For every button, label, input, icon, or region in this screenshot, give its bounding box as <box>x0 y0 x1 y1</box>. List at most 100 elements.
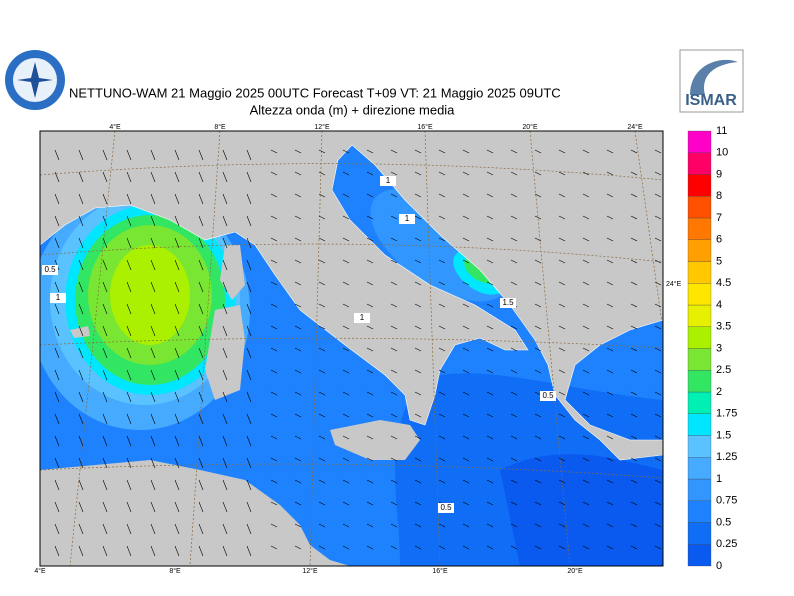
direction-arrow <box>366 259 374 264</box>
direction-arrow <box>318 193 326 198</box>
direction-arrow <box>174 457 180 469</box>
direction-arrow <box>486 369 494 374</box>
direction-arrow <box>198 303 204 315</box>
contour-label-bg <box>500 298 516 308</box>
direction-arrow <box>654 215 662 220</box>
direction-arrow <box>630 281 638 286</box>
direction-arrow <box>534 545 542 550</box>
direction-arrow <box>78 479 84 491</box>
direction-arrow <box>534 215 542 220</box>
direction-arrow <box>126 149 132 161</box>
direction-arrow <box>150 303 156 315</box>
legend-label: 0.75 <box>716 495 737 507</box>
direction-arrow <box>102 435 108 447</box>
direction-arrow <box>654 457 662 462</box>
graticule <box>40 131 663 566</box>
direction-arrow <box>366 193 374 198</box>
direction-arrow <box>462 325 470 330</box>
direction-arrow <box>102 259 108 271</box>
direction-arrow <box>582 479 590 484</box>
direction-arrow <box>270 435 278 440</box>
direction-arrow <box>630 435 638 440</box>
direction-arrow <box>510 369 518 374</box>
direction-arrow <box>198 369 204 381</box>
direction-arrow <box>582 369 590 374</box>
direction-arrow <box>558 281 566 286</box>
legend-label: 4.5 <box>716 277 731 289</box>
direction-arrow <box>606 325 614 330</box>
direction-arrow <box>294 523 302 528</box>
direction-arrow <box>246 303 252 315</box>
direction-arrow <box>606 523 614 528</box>
direction-arrow <box>630 457 638 462</box>
direction-arrow <box>486 457 494 462</box>
direction-arrow <box>366 369 374 374</box>
direction-arrow <box>654 259 662 264</box>
direction-arrow <box>414 303 422 308</box>
map <box>40 131 663 566</box>
direction-arrow <box>174 479 180 491</box>
direction-arrow <box>198 501 204 513</box>
direction-arrow <box>318 479 326 484</box>
top-lon-label: 20°E <box>522 123 538 131</box>
direction-arrow <box>486 435 494 440</box>
contour-label-bg <box>42 265 58 275</box>
direction-arrow <box>390 369 398 374</box>
direction-arrow <box>630 545 638 550</box>
direction-arrow <box>198 435 204 447</box>
direction-arrow <box>438 303 446 308</box>
direction-arrow <box>654 237 662 242</box>
direction-arrow <box>630 237 638 242</box>
direction-arrow <box>126 347 132 359</box>
direction-arrow <box>510 523 518 528</box>
direction-arrow <box>414 281 422 286</box>
direction-arrow <box>246 545 252 557</box>
direction-arrow <box>390 435 398 440</box>
direction-arrow <box>630 171 638 176</box>
direction-arrow <box>54 479 60 491</box>
direction-arrow <box>78 413 84 425</box>
direction-arrow <box>630 391 638 396</box>
direction-arrow <box>222 545 228 557</box>
direction-arrow <box>654 501 662 506</box>
direction-arrow <box>222 369 228 381</box>
direction-arrow <box>222 281 228 293</box>
contour-label-bg <box>354 313 370 323</box>
direction-arrow <box>510 325 518 330</box>
direction-arrow <box>534 435 542 440</box>
direction-arrow <box>462 215 470 220</box>
direction-arrow <box>270 237 278 242</box>
direction-arrow <box>486 149 494 154</box>
direction-arrow <box>582 523 590 528</box>
legend-label: 1.25 <box>716 451 737 463</box>
direction-arrow <box>366 457 374 462</box>
direction-arrow <box>606 391 614 396</box>
direction-arrow <box>270 259 278 264</box>
direction-arrow <box>150 479 156 491</box>
legend-label: 0 <box>716 560 722 572</box>
legend-swatch <box>687 196 712 219</box>
direction-arrow <box>198 347 204 359</box>
direction-arrow <box>222 457 228 469</box>
direction-arrow <box>150 545 156 557</box>
direction-arrow <box>438 259 446 264</box>
direction-arrow <box>294 281 302 286</box>
direction-arrow <box>222 237 228 249</box>
direction-arrow <box>198 171 204 183</box>
legend-swatch <box>687 239 712 262</box>
direction-arrow <box>246 523 252 535</box>
direction-arrow <box>54 545 60 557</box>
top-lon-label: 24°E <box>627 123 643 131</box>
direction-arrow <box>78 545 84 557</box>
direction-arrow <box>102 325 108 337</box>
direction-arrow <box>198 193 204 205</box>
direction-arrow <box>102 347 108 359</box>
direction-arrow <box>630 193 638 198</box>
direction-arrow <box>54 325 60 337</box>
direction-arrow <box>654 347 662 352</box>
direction-arrow <box>318 215 326 220</box>
legend-swatch <box>687 130 712 153</box>
legend-swatch <box>687 435 712 458</box>
direction-arrow <box>174 259 180 271</box>
